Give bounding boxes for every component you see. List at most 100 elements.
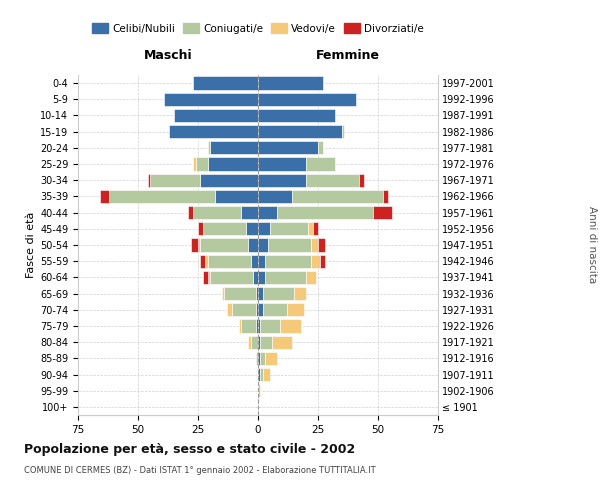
Bar bbox=[258, 141, 318, 154]
Bar bbox=[260, 368, 263, 381]
Bar bbox=[308, 222, 313, 235]
Bar bbox=[383, 190, 388, 203]
Bar bbox=[280, 320, 301, 332]
Bar bbox=[258, 368, 260, 381]
Bar bbox=[287, 303, 304, 316]
Bar bbox=[320, 254, 325, 268]
Bar bbox=[256, 303, 258, 316]
Bar bbox=[241, 206, 258, 220]
Bar bbox=[208, 141, 210, 154]
Bar bbox=[191, 238, 198, 252]
Bar bbox=[258, 125, 342, 138]
Bar bbox=[258, 92, 356, 106]
Bar bbox=[188, 206, 193, 220]
Bar bbox=[227, 303, 232, 316]
Bar bbox=[205, 254, 208, 268]
Bar bbox=[164, 92, 258, 106]
Text: Femmine: Femmine bbox=[316, 50, 380, 62]
Text: Anni di nascita: Anni di nascita bbox=[587, 206, 597, 284]
Bar bbox=[265, 352, 277, 365]
Bar bbox=[246, 222, 258, 235]
Bar bbox=[258, 287, 263, 300]
Bar bbox=[260, 352, 265, 365]
Bar bbox=[265, 254, 311, 268]
Bar bbox=[208, 270, 210, 284]
Bar bbox=[193, 206, 241, 220]
Bar bbox=[359, 174, 364, 187]
Bar bbox=[256, 352, 258, 365]
Bar bbox=[258, 158, 306, 170]
Bar bbox=[258, 206, 277, 220]
Bar bbox=[313, 222, 318, 235]
Bar bbox=[306, 174, 359, 187]
Bar bbox=[292, 190, 383, 203]
Bar bbox=[258, 384, 260, 398]
Bar bbox=[258, 254, 265, 268]
Bar bbox=[174, 109, 258, 122]
Bar bbox=[258, 222, 270, 235]
Bar bbox=[263, 287, 294, 300]
Bar bbox=[294, 287, 306, 300]
Bar bbox=[256, 287, 258, 300]
Bar bbox=[150, 174, 200, 187]
Bar bbox=[311, 238, 318, 252]
Bar bbox=[203, 270, 208, 284]
Y-axis label: Fasce di età: Fasce di età bbox=[26, 212, 36, 278]
Bar bbox=[196, 158, 208, 170]
Bar bbox=[306, 270, 316, 284]
Bar bbox=[260, 320, 280, 332]
Bar bbox=[258, 109, 335, 122]
Bar bbox=[258, 174, 306, 187]
Bar bbox=[169, 125, 258, 138]
Bar bbox=[248, 336, 251, 349]
Text: Maschi: Maschi bbox=[143, 50, 193, 62]
Bar bbox=[263, 368, 270, 381]
Bar bbox=[256, 320, 258, 332]
Bar bbox=[198, 238, 200, 252]
Bar bbox=[100, 190, 109, 203]
Bar bbox=[253, 270, 258, 284]
Bar bbox=[318, 141, 323, 154]
Text: COMUNE DI CERMES (BZ) - Dati ISTAT 1° gennaio 2002 - Elaborazione TUTTITALIA.IT: COMUNE DI CERMES (BZ) - Dati ISTAT 1° ge… bbox=[24, 466, 376, 475]
Bar bbox=[258, 76, 323, 90]
Bar bbox=[210, 141, 258, 154]
Bar bbox=[251, 254, 258, 268]
Bar bbox=[258, 238, 268, 252]
Bar bbox=[232, 303, 256, 316]
Bar bbox=[210, 270, 253, 284]
Bar bbox=[148, 174, 150, 187]
Bar bbox=[270, 222, 308, 235]
Bar bbox=[224, 287, 256, 300]
Bar bbox=[258, 320, 260, 332]
Bar bbox=[241, 320, 256, 332]
Bar bbox=[109, 190, 215, 203]
Bar bbox=[198, 222, 203, 235]
Bar bbox=[265, 270, 306, 284]
Bar bbox=[272, 336, 292, 349]
Bar bbox=[215, 190, 258, 203]
Bar bbox=[248, 238, 258, 252]
Bar bbox=[200, 238, 248, 252]
Bar bbox=[258, 303, 263, 316]
Bar bbox=[263, 303, 287, 316]
Bar bbox=[373, 206, 392, 220]
Bar bbox=[258, 336, 260, 349]
Bar bbox=[318, 238, 325, 252]
Bar bbox=[239, 320, 241, 332]
Bar bbox=[203, 222, 246, 235]
Bar bbox=[200, 174, 258, 187]
Bar bbox=[208, 158, 258, 170]
Bar bbox=[193, 76, 258, 90]
Bar bbox=[208, 254, 251, 268]
Legend: Celibi/Nubili, Coniugati/e, Vedovi/e, Divorziati/e: Celibi/Nubili, Coniugati/e, Vedovi/e, Di… bbox=[90, 22, 426, 36]
Bar bbox=[311, 254, 320, 268]
Bar bbox=[222, 287, 224, 300]
Bar bbox=[258, 352, 260, 365]
Bar bbox=[193, 158, 196, 170]
Bar bbox=[260, 336, 272, 349]
Bar bbox=[200, 254, 205, 268]
Bar bbox=[268, 238, 311, 252]
Bar bbox=[277, 206, 373, 220]
Bar bbox=[258, 190, 292, 203]
Bar bbox=[342, 125, 344, 138]
